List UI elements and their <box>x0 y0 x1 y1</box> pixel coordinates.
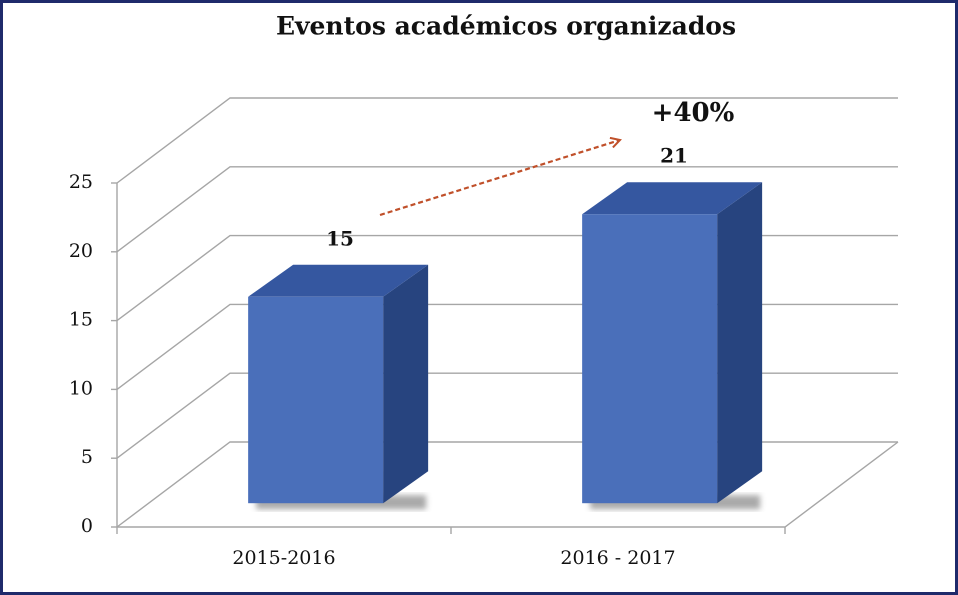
y-tick-label: 0 <box>81 515 93 537</box>
grid-line <box>116 97 898 184</box>
bar-side <box>383 264 429 504</box>
bar-top <box>248 264 429 297</box>
chart-title: Eventos académicos organizados <box>276 12 736 41</box>
x-tick-label: 2015-2016 <box>232 547 335 569</box>
arrow <box>379 140 620 217</box>
x-tick-label: 2016 - 2017 <box>560 547 675 569</box>
y-tick-label: 15 <box>69 309 93 331</box>
data-label: 15 <box>326 226 354 250</box>
y-tick-label: 25 <box>69 171 93 193</box>
y-tick-label: 10 <box>69 377 93 399</box>
bar-top <box>582 182 763 215</box>
bar <box>248 296 384 504</box>
bar <box>582 214 718 504</box>
y-tick-label: 5 <box>81 446 93 468</box>
plot: 0 5 10 15 20 25 2015-2016 15 2016 - 2017 21 +40% <box>69 97 899 569</box>
data-label: 21 <box>660 144 688 168</box>
annotation: +40% <box>652 98 735 128</box>
grid-line <box>116 166 898 253</box>
y-tick-label: 20 <box>69 240 93 262</box>
bar-side <box>717 182 763 504</box>
